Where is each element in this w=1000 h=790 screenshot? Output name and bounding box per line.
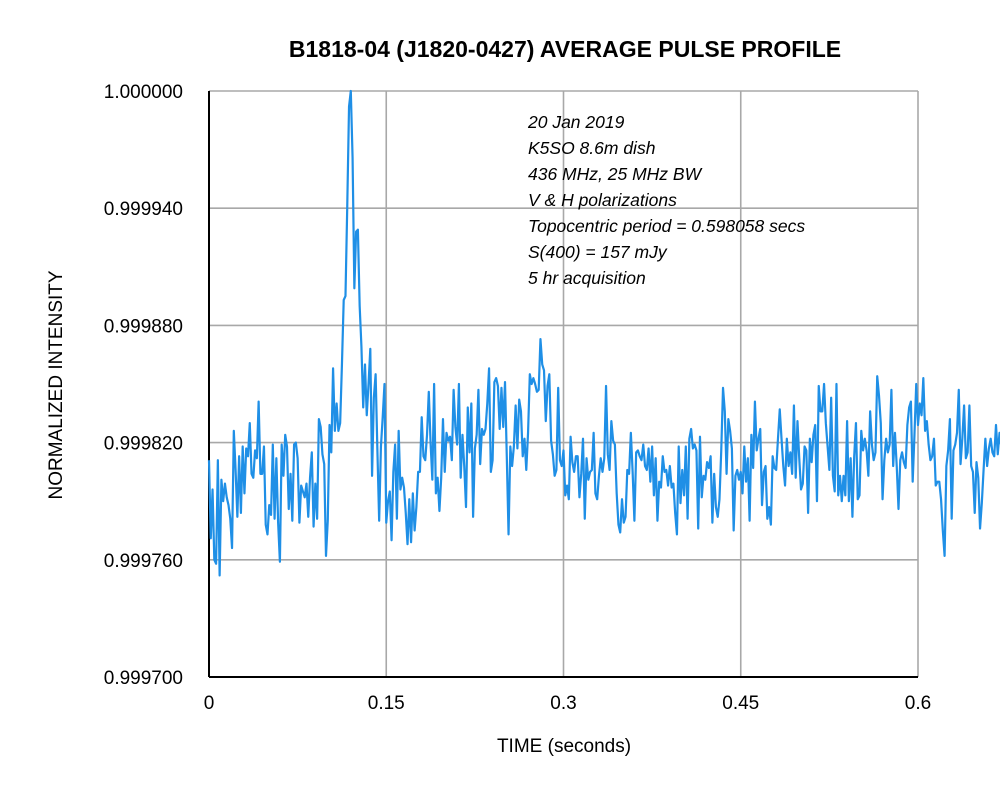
x-axis-label: TIME (seconds) <box>497 736 631 757</box>
y-tick-label: 0.999880 <box>104 316 183 337</box>
annotation-line: K5SO 8.6m dish <box>528 138 655 158</box>
y-tick-label: 0.999820 <box>104 434 183 455</box>
y-tick-label: 0.999700 <box>104 668 183 689</box>
chart-title: B1818-04 (J1820-0427) AVERAGE PULSE PROF… <box>289 36 841 62</box>
annotation-line: Topocentric period = 0.598058 secs <box>528 216 805 236</box>
annotation-line: S(400) = 157 mJy <box>528 242 668 262</box>
tick-labels: 1.000000 0.999940 0.999880 0.999820 0.999760… <box>104 82 931 714</box>
annotation-line: 5 hr acquisition <box>528 268 646 288</box>
annotation-line: 436 MHz, 25 MHz BW <box>528 164 703 184</box>
x-tick-label: 0 <box>204 693 215 714</box>
y-tick-label: 0.999760 <box>104 551 183 572</box>
y-axis-label: NORMALIZED INTENSITY <box>46 270 67 499</box>
series <box>207 89 1000 577</box>
annotation-line: 20 Jan 2019 <box>527 112 625 132</box>
y-tick-label: 0.999940 <box>104 199 183 220</box>
series-line <box>207 89 1000 577</box>
x-tick-label: 0.45 <box>722 693 759 714</box>
y-tick-label: 1.000000 <box>104 82 183 103</box>
annotation-box: 20 Jan 2019 K5SO 8.6m dish 436 MHz, 25 MHz… <box>527 112 805 288</box>
axes <box>208 91 918 678</box>
x-tick-label: 0.6 <box>905 693 931 714</box>
annotation-line: V & H polarizations <box>528 190 677 210</box>
x-tick-label: 0.3 <box>550 693 576 714</box>
x-tick-label: 0.15 <box>368 693 405 714</box>
